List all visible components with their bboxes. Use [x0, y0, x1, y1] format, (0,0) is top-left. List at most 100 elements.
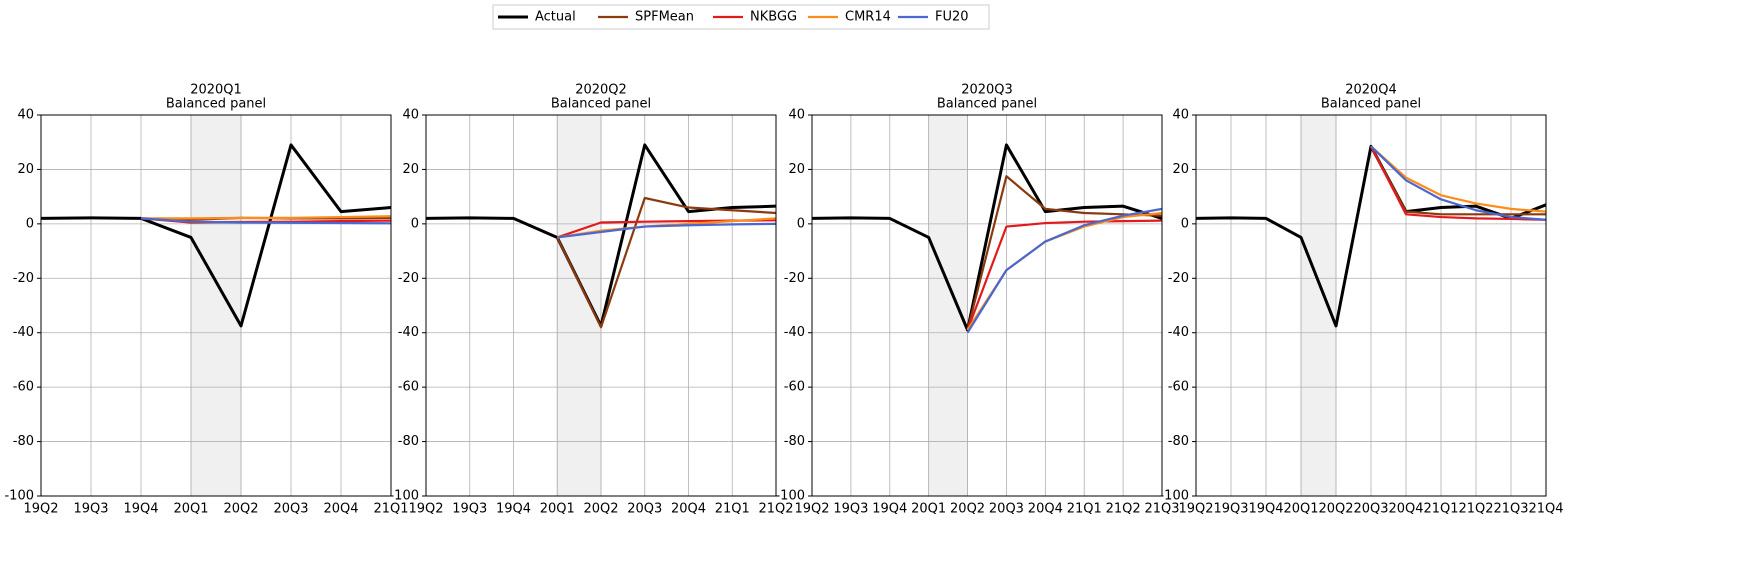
- plot-frame: [425, 114, 777, 497]
- x-tick-label: 21Q3: [1493, 502, 1528, 517]
- chart-subtitle: Balanced panel: [551, 97, 651, 112]
- legend-label: CMR14: [845, 10, 891, 25]
- shaded-region: [556, 114, 602, 497]
- plot-frame: [1195, 114, 1547, 497]
- y-tick-label: -80: [398, 434, 419, 449]
- x-tick-label: 19Q3: [73, 502, 108, 517]
- y-tick-label: 40: [402, 108, 419, 123]
- x-tick-label: 20Q4: [323, 502, 358, 517]
- x-tick-label: 19Q4: [496, 502, 531, 517]
- series-line: [1370, 145, 1547, 213]
- x-tick-label: 20Q1: [1283, 502, 1318, 517]
- y-tick-label: -60: [784, 380, 805, 395]
- x-tick-label: 19Q4: [123, 502, 158, 517]
- x-tick-label: 20Q4: [671, 502, 706, 517]
- x-tick-label: 20Q3: [627, 502, 662, 517]
- y-tick-label: -80: [784, 434, 805, 449]
- chart-subtitle: Balanced panel: [937, 97, 1037, 112]
- chart-subtitle: Balanced panel: [1321, 97, 1421, 112]
- series-line: [141, 215, 392, 220]
- y-tick-label: 20: [1172, 162, 1189, 177]
- x-tick-label: 19Q3: [1213, 502, 1248, 517]
- x-tick-label: 20Q1: [173, 502, 208, 517]
- x-tick-label: 20Q2: [1318, 502, 1353, 517]
- legend-label: SPFMean: [635, 10, 694, 25]
- x-tick-label: 21Q2: [1458, 502, 1493, 517]
- y-tick-label: -20: [398, 271, 419, 286]
- x-tick-label: 19Q2: [1178, 502, 1213, 517]
- y-tick-label: 0: [26, 216, 34, 231]
- legend-label: FU20: [935, 10, 969, 25]
- x-tick-label: 20Q1: [540, 502, 575, 517]
- series-line: [40, 143, 392, 328]
- y-tick-label: -20: [13, 271, 34, 286]
- x-tick-label: 20Q1: [911, 502, 946, 517]
- y-tick-label: -40: [1168, 325, 1189, 340]
- series-line: [811, 143, 1163, 332]
- series-line: [966, 211, 1163, 331]
- x-tick-label: 21Q1: [373, 502, 408, 517]
- x-tick-label: 20Q2: [223, 502, 258, 517]
- y-tick-label: 0: [797, 216, 805, 231]
- x-tick-label: 19Q3: [452, 502, 487, 517]
- y-tick-label: -40: [398, 325, 419, 340]
- y-tick-label: 20: [402, 162, 419, 177]
- series-line: [557, 222, 777, 239]
- y-tick-label: -80: [13, 434, 34, 449]
- shaded-region: [1300, 114, 1337, 497]
- x-tick-label: 19Q3: [833, 502, 868, 517]
- x-tick-label: 21Q2: [758, 502, 793, 517]
- shaded-region: [190, 114, 242, 497]
- x-tick-label: 19Q2: [794, 502, 829, 517]
- series-line: [966, 219, 1163, 331]
- chart-title: 2020Q4: [1345, 83, 1397, 98]
- y-tick-label: -100: [389, 489, 419, 504]
- y-tick-label: -40: [784, 325, 805, 340]
- y-tick-label: -20: [1168, 271, 1189, 286]
- y-tick-label: -60: [398, 380, 419, 395]
- x-tick-label: 19Q2: [23, 502, 58, 517]
- legend-label: NKBGG: [750, 10, 797, 25]
- series-line: [140, 217, 392, 225]
- legend-label: Actual: [535, 10, 576, 25]
- x-tick-label: 21Q3: [1144, 502, 1179, 517]
- x-tick-label: 20Q3: [1353, 502, 1388, 517]
- x-tick-label: 20Q2: [583, 502, 618, 517]
- y-tick-label: 0: [411, 216, 419, 231]
- y-tick-label: -100: [775, 489, 805, 504]
- series-line: [556, 196, 777, 329]
- x-tick-label: 19Q4: [1248, 502, 1283, 517]
- x-tick-label: 21Q2: [1106, 502, 1141, 517]
- x-tick-label: 21Q1: [715, 502, 750, 517]
- y-tick-label: 20: [788, 162, 805, 177]
- x-tick-label: 19Q2: [408, 502, 443, 517]
- y-tick-label: -40: [13, 325, 34, 340]
- y-tick-label: -60: [1168, 380, 1189, 395]
- y-tick-label: 40: [17, 108, 34, 123]
- chart-title: 2020Q1: [190, 83, 242, 98]
- x-tick-label: 20Q2: [950, 502, 985, 517]
- x-tick-label: 20Q3: [989, 502, 1024, 517]
- x-tick-label: 20Q3: [273, 502, 308, 517]
- chart-title: 2020Q2: [575, 83, 627, 98]
- shaded-region: [928, 114, 968, 497]
- plot-frame: [40, 114, 392, 497]
- plot-frame: [811, 114, 1163, 497]
- y-tick-label: 40: [1172, 108, 1189, 123]
- chart-title: 2020Q3: [961, 83, 1013, 98]
- x-tick-label: 21Q4: [1528, 502, 1563, 517]
- x-tick-label: 21Q1: [1067, 502, 1102, 517]
- x-tick-label: 21Q1: [1423, 502, 1458, 517]
- y-tick-label: 40: [788, 108, 805, 123]
- y-tick-label: -60: [13, 380, 34, 395]
- y-tick-label: -80: [1168, 434, 1189, 449]
- series-line: [1370, 145, 1547, 221]
- chart-subtitle: Balanced panel: [166, 97, 266, 112]
- x-tick-label: 19Q4: [872, 502, 907, 517]
- x-tick-label: 20Q4: [1388, 502, 1423, 517]
- y-tick-label: -100: [1159, 489, 1189, 504]
- y-tick-label: -100: [4, 489, 34, 504]
- series-line: [966, 207, 1163, 334]
- y-tick-label: 20: [17, 162, 34, 177]
